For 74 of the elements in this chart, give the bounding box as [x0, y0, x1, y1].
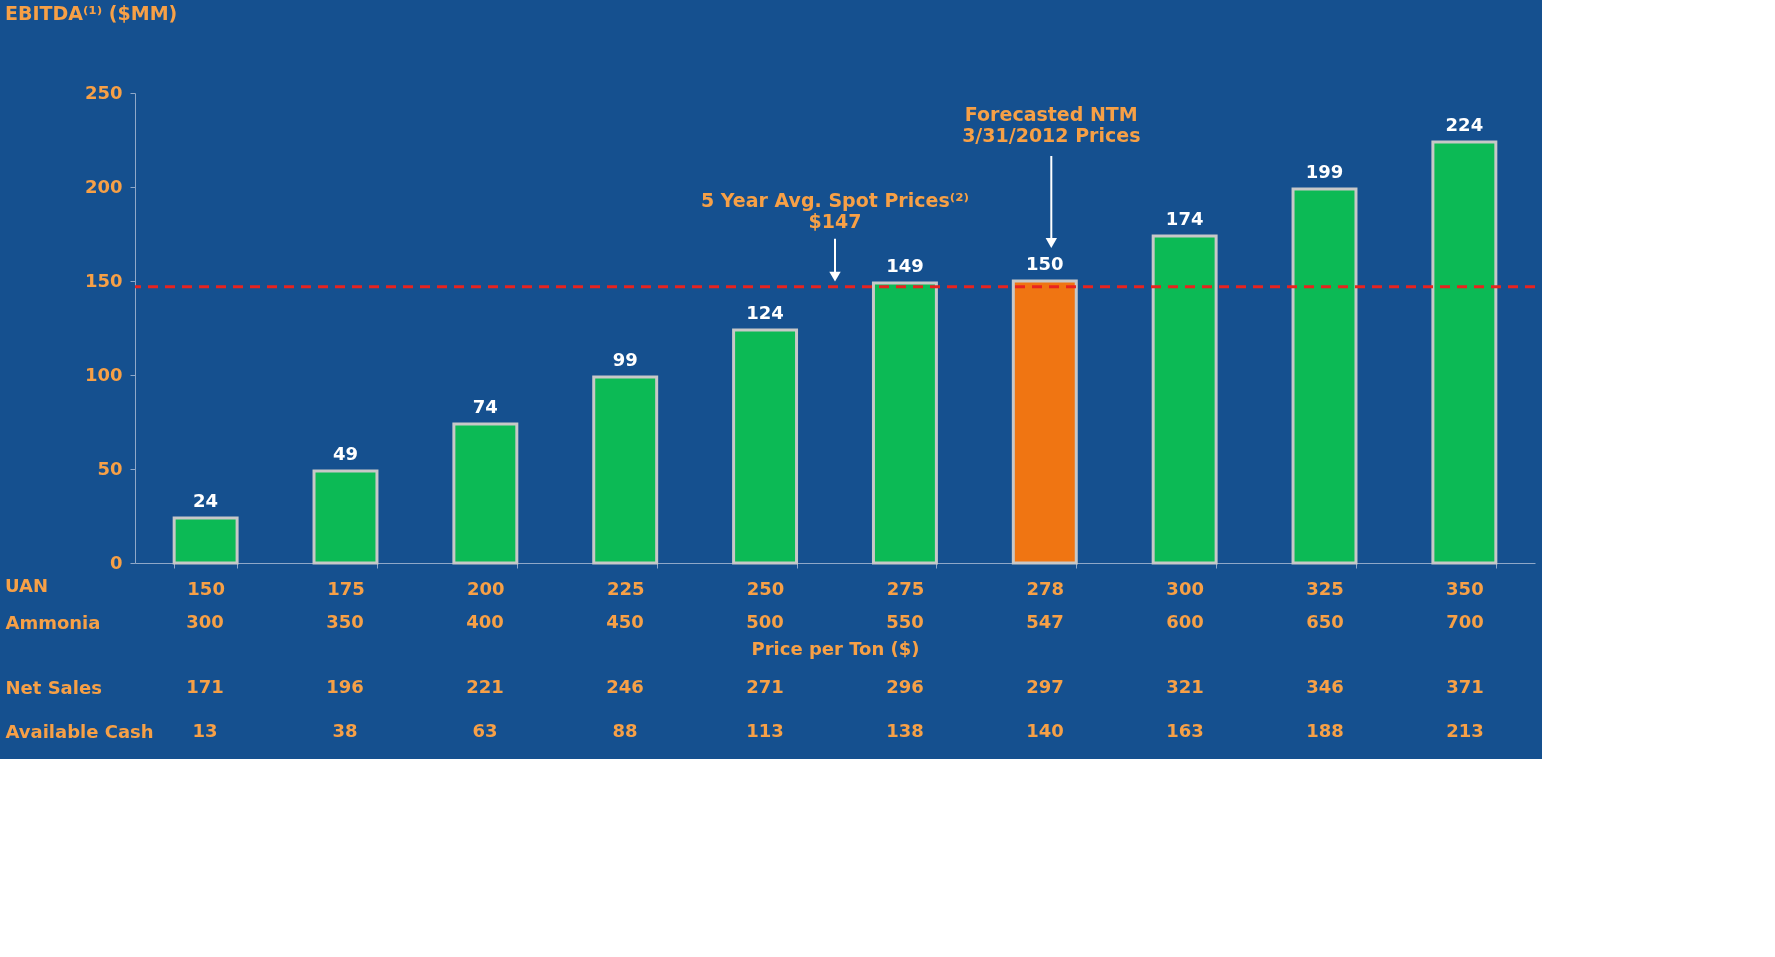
text: 700 — [1446, 611, 1484, 632]
data-label: 199 — [1305, 160, 1344, 182]
y-tick-label: 50 — [97, 457, 123, 479]
bar — [592, 375, 659, 565]
text: 138 — [886, 720, 924, 741]
text: Ammonia — [5, 611, 101, 633]
bar — [1011, 279, 1078, 565]
y-tick-label: 200 — [84, 175, 123, 197]
text: 63 — [472, 720, 498, 741]
text: 400 — [466, 611, 504, 632]
data-label: 224 — [1445, 113, 1484, 135]
data-label: 49 — [332, 442, 359, 464]
text: 88 — [612, 720, 638, 741]
text: 346 — [1306, 676, 1344, 697]
data-label: 124 — [746, 301, 784, 323]
x-tick-label: 175 — [327, 577, 365, 599]
text: UAN — [5, 575, 49, 596]
text: 321 — [1166, 676, 1204, 697]
text: 221 — [466, 676, 504, 697]
x-axis-title: Price per Ton ($) — [751, 637, 920, 659]
bar — [1291, 187, 1358, 565]
bar — [1431, 140, 1498, 565]
text: 600 — [1166, 611, 1204, 632]
text: 163 — [1166, 720, 1204, 741]
bar — [172, 516, 239, 565]
x-tick-label: 150 — [187, 577, 225, 599]
text: Net Sales — [5, 676, 102, 698]
text: 196 — [326, 676, 364, 697]
data-label: 74 — [472, 395, 498, 417]
bar — [312, 469, 379, 565]
text: 113 — [746, 720, 784, 741]
x-tick-label: 350 — [1446, 577, 1484, 599]
data-label: 174 — [1165, 207, 1204, 229]
data-label: 150 — [1026, 253, 1064, 274]
y-tick-label: 100 — [84, 363, 123, 385]
bar — [1151, 234, 1218, 565]
chart-title: EBITDA⁽¹⁾ ($MM) — [5, 2, 178, 24]
data-label: 149 — [886, 254, 924, 276]
text: 300 — [186, 611, 224, 632]
text: 547 — [1026, 611, 1064, 632]
x-tick-label: 278 — [1026, 577, 1065, 599]
text: 450 — [606, 611, 644, 632]
annotation: Forecasted NTM 3/31/2012 Prices — [962, 103, 1141, 146]
bar — [452, 422, 519, 565]
text: 297 — [1026, 676, 1064, 697]
text: 350 — [326, 611, 364, 632]
text: 13 — [192, 720, 218, 741]
ref-line-label: 5 Year Avg. Spot Prices⁽²⁾ $147 — [701, 188, 969, 232]
x-tick-label: 275 — [886, 577, 925, 599]
text: 188 — [1306, 720, 1344, 741]
x-tick-label: 225 — [606, 577, 645, 599]
text: 550 — [886, 611, 924, 632]
x-tick-label: 200 — [467, 577, 505, 599]
text: 213 — [1446, 720, 1484, 741]
text: 140 — [1026, 720, 1064, 741]
bar — [732, 328, 799, 565]
text: Available Cash — [5, 720, 154, 742]
x-tick-label: 250 — [746, 577, 785, 599]
text: 296 — [886, 676, 924, 697]
text: 38 — [332, 720, 358, 741]
text: 171 — [186, 676, 224, 697]
text: 246 — [606, 676, 644, 697]
x-tick-label: 325 — [1306, 577, 1344, 599]
y-tick-label: 150 — [84, 269, 123, 291]
data-label: 99 — [612, 348, 638, 370]
text: 650 — [1306, 611, 1344, 632]
text: 500 — [746, 611, 784, 632]
x-tick-label: 300 — [1166, 577, 1204, 599]
text: 371 — [1446, 676, 1484, 697]
y-tick-label: 0 — [109, 551, 123, 573]
bar — [871, 281, 938, 565]
data-label: 24 — [193, 489, 219, 511]
text: 271 — [746, 676, 784, 697]
y-tick-label: 250 — [84, 81, 123, 103]
